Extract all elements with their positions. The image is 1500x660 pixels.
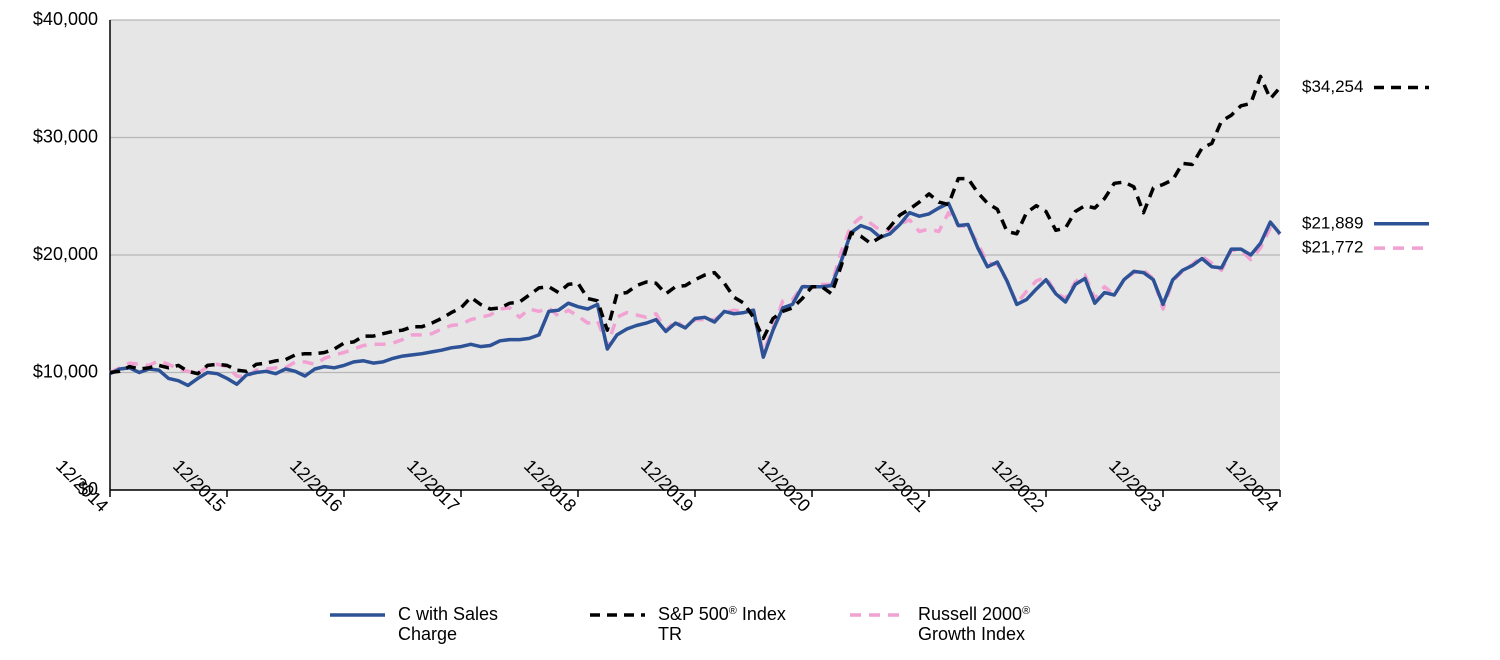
- growth-of-10k-chart: $0$10,000$20,000$30,000$40,00012/201412/…: [0, 0, 1500, 660]
- y-axis-tick-label: $40,000: [33, 9, 98, 29]
- y-axis-tick-label: $30,000: [33, 126, 98, 146]
- y-axis-tick-label: $20,000: [33, 244, 98, 264]
- legend-label-r2000: Russell 2000®Growth Index: [918, 604, 1030, 644]
- series-end-label-c_sales: $21,889: [1302, 213, 1363, 232]
- series-end-label-r2000: $21,772: [1302, 238, 1363, 257]
- chart-svg: $0$10,000$20,000$30,000$40,00012/201412/…: [0, 0, 1500, 660]
- y-axis-tick-label: $10,000: [33, 361, 98, 381]
- legend-label-c_sales: C with SalesCharge: [398, 604, 498, 644]
- legend-label-sp500: S&P 500® IndexTR: [658, 604, 786, 644]
- x-axis-tick-label: 12/2014: [52, 456, 112, 516]
- series-end-label-sp500: $34,254: [1302, 77, 1363, 96]
